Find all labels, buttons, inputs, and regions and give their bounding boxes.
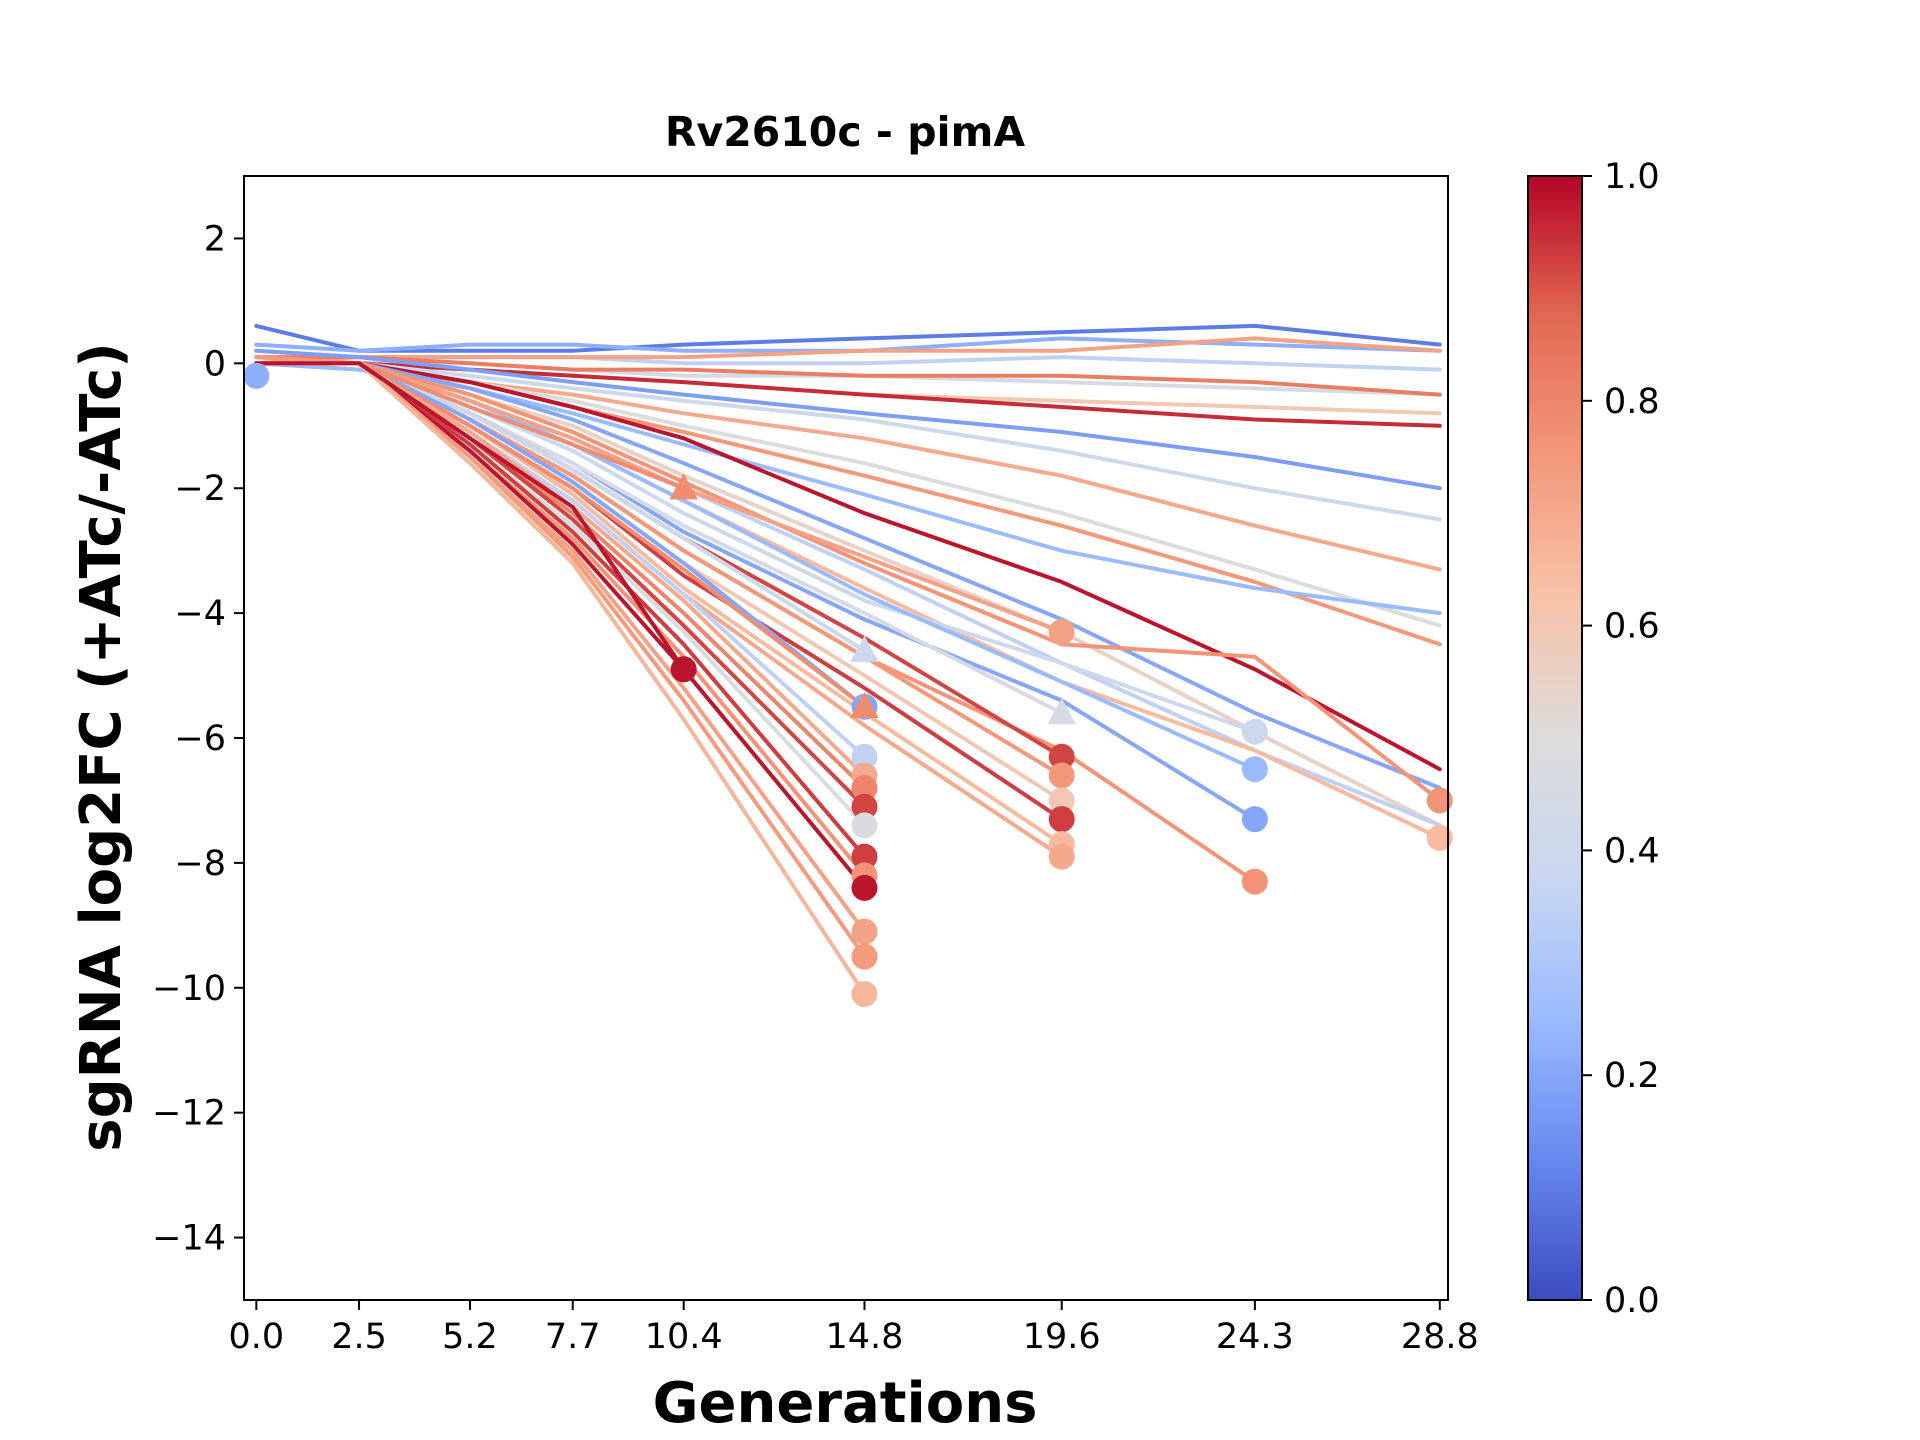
series-line-14 bbox=[254, 361, 1442, 772]
y-tick-label: −4 bbox=[174, 594, 226, 634]
x-tick-label: 24.3 bbox=[1216, 1317, 1294, 1357]
series-line-32 bbox=[254, 361, 867, 653]
series-marker-39 bbox=[851, 812, 878, 839]
colorbar: 0.0 0.2 0.4 0.6 0.8 1.0 bbox=[1527, 157, 1660, 1321]
series-marker-20 bbox=[1241, 718, 1268, 745]
y-axis: 2 0 −2 −4 −6 −8 −10 −12 −14 bbox=[152, 219, 244, 1259]
series-marker-40 bbox=[851, 843, 878, 870]
series-marker-34 bbox=[850, 691, 879, 719]
series-marker-47 bbox=[670, 656, 697, 683]
x-tick-label: 7.7 bbox=[545, 1317, 601, 1357]
series-marker-46 bbox=[669, 473, 698, 500]
x-axis: 0.0 2.5 5.2 7.7 10.4 14.8 19.6 24.3 28.8 bbox=[228, 1300, 1479, 1357]
series-line-15 bbox=[254, 361, 1442, 790]
x-tick-label: 28.8 bbox=[1401, 1317, 1479, 1357]
series-line-20 bbox=[254, 361, 1257, 734]
x-tick-label: 0.0 bbox=[228, 1317, 284, 1357]
series-marker-44 bbox=[851, 943, 878, 970]
x-tick-label: 19.6 bbox=[1023, 1317, 1101, 1357]
marker-layer bbox=[243, 362, 1453, 1008]
colorbar-tick-label: 0.0 bbox=[1604, 1281, 1660, 1321]
series-line-47 bbox=[254, 361, 686, 672]
y-tick-label: −14 bbox=[152, 1219, 226, 1259]
x-tick-label: 14.8 bbox=[826, 1317, 904, 1357]
series-marker-22 bbox=[1241, 806, 1268, 833]
x-axis-label: Generations bbox=[653, 1371, 1038, 1436]
x-tick-label: 2.5 bbox=[331, 1317, 387, 1357]
series-marker-28 bbox=[1048, 787, 1075, 814]
series-marker-26 bbox=[1048, 743, 1075, 770]
series-marker-21 bbox=[1241, 756, 1268, 783]
series-marker-35 bbox=[851, 743, 878, 770]
series-marker-32 bbox=[850, 635, 879, 662]
series-marker-43 bbox=[851, 918, 878, 945]
series-marker-31 bbox=[1048, 843, 1075, 870]
colorbar-tick-label: 0.4 bbox=[1604, 831, 1660, 871]
series-line-9 bbox=[254, 355, 1442, 522]
series-marker-25 bbox=[1047, 698, 1076, 725]
series-marker-23 bbox=[1241, 868, 1268, 895]
series-line-4 bbox=[254, 336, 1442, 366]
series-marker-24 bbox=[1048, 618, 1075, 645]
y-tick-label: −8 bbox=[174, 844, 226, 884]
series-line-7 bbox=[254, 355, 1442, 428]
series-marker-19 bbox=[1426, 824, 1453, 851]
series-marker-37 bbox=[851, 774, 878, 801]
series-line-8 bbox=[254, 348, 1442, 491]
colorbar-tick-label: 1.0 bbox=[1604, 157, 1660, 197]
y-tick-label: 2 bbox=[204, 219, 226, 259]
series-marker-27 bbox=[1048, 762, 1075, 789]
series-marker-17 bbox=[1426, 787, 1453, 814]
series-line-6 bbox=[254, 355, 1442, 397]
series-line-0 bbox=[254, 323, 1442, 353]
y-tick-label: −12 bbox=[152, 1094, 226, 1134]
series-line-3 bbox=[254, 355, 1442, 397]
x-tick-label: 5.2 bbox=[442, 1317, 498, 1357]
y-tick-label: −2 bbox=[174, 469, 226, 509]
y-tick-label: −10 bbox=[152, 969, 226, 1009]
y-tick-label: 0 bbox=[204, 344, 226, 384]
y-tick-label: −6 bbox=[174, 719, 226, 759]
series-line-38 bbox=[254, 361, 867, 809]
series-layer bbox=[254, 323, 1442, 996]
y-axis-label: sgRNA log2FC (+ATc/-ATc) bbox=[69, 342, 134, 1152]
series-marker-45 bbox=[851, 981, 878, 1008]
series-marker-42 bbox=[851, 874, 878, 901]
colorbar-tick-label: 0.6 bbox=[1604, 607, 1660, 647]
series-marker-48 bbox=[243, 362, 270, 389]
colorbar-tick-label: 0.2 bbox=[1604, 1056, 1660, 1096]
colorbar-tick-label: 0.8 bbox=[1604, 382, 1660, 422]
series-marker-38 bbox=[851, 793, 878, 820]
chart-title: Rv2610c - pimA bbox=[665, 108, 1025, 156]
series-marker-29 bbox=[1048, 806, 1075, 833]
x-tick-label: 10.4 bbox=[645, 1317, 723, 1357]
colorbar-bar bbox=[1527, 175, 1583, 1301]
series-line-43 bbox=[254, 361, 867, 934]
